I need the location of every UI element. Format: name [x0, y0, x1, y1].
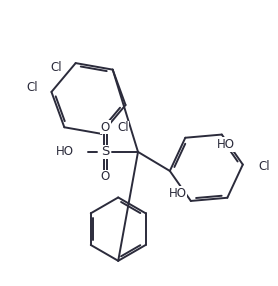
- Text: Cl: Cl: [117, 121, 129, 134]
- Text: Cl: Cl: [259, 160, 270, 173]
- Text: O: O: [101, 170, 110, 183]
- Text: HO: HO: [56, 145, 74, 158]
- Text: S: S: [101, 145, 110, 158]
- Text: HO: HO: [217, 138, 235, 151]
- Text: Cl: Cl: [50, 61, 62, 74]
- Text: O: O: [101, 121, 110, 134]
- Text: HO: HO: [169, 186, 187, 200]
- Text: Cl: Cl: [26, 82, 38, 94]
